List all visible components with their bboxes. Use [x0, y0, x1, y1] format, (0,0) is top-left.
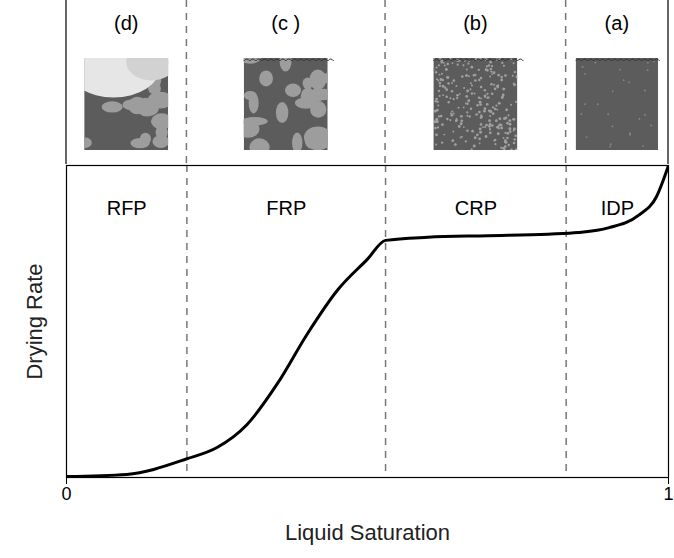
- svg-text:(b): (b): [463, 12, 487, 34]
- svg-text:0: 0: [61, 484, 71, 504]
- svg-text:(a): (a): [605, 12, 629, 34]
- svg-text:(c ): (c ): [271, 12, 300, 34]
- svg-text:FRP: FRP: [266, 197, 306, 219]
- svg-text:CRP: CRP: [455, 197, 497, 219]
- svg-text:Drying Rate: Drying Rate: [22, 263, 47, 379]
- svg-text:RFP: RFP: [107, 197, 147, 219]
- svg-text:1: 1: [663, 484, 673, 504]
- svg-text:IDP: IDP: [601, 197, 634, 219]
- svg-text:(d): (d): [114, 12, 138, 34]
- svg-text:Liquid Saturation: Liquid Saturation: [285, 520, 450, 545]
